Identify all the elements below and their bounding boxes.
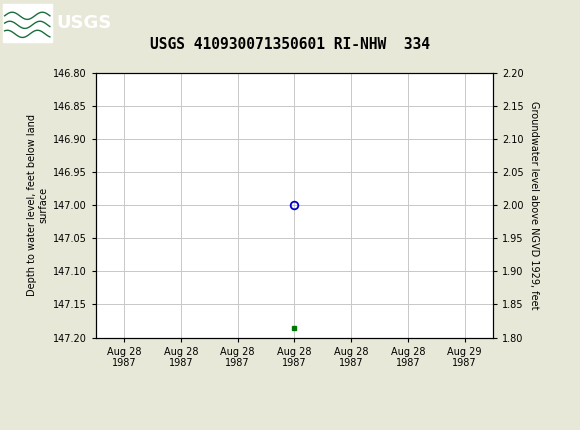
Y-axis label: Groundwater level above NGVD 1929, feet: Groundwater level above NGVD 1929, feet bbox=[529, 101, 539, 310]
FancyBboxPatch shape bbox=[3, 3, 52, 42]
Text: USGS: USGS bbox=[57, 14, 112, 31]
Y-axis label: Depth to water level, feet below land
surface: Depth to water level, feet below land su… bbox=[27, 114, 49, 296]
Text: USGS 410930071350601 RI-NHW  334: USGS 410930071350601 RI-NHW 334 bbox=[150, 37, 430, 52]
